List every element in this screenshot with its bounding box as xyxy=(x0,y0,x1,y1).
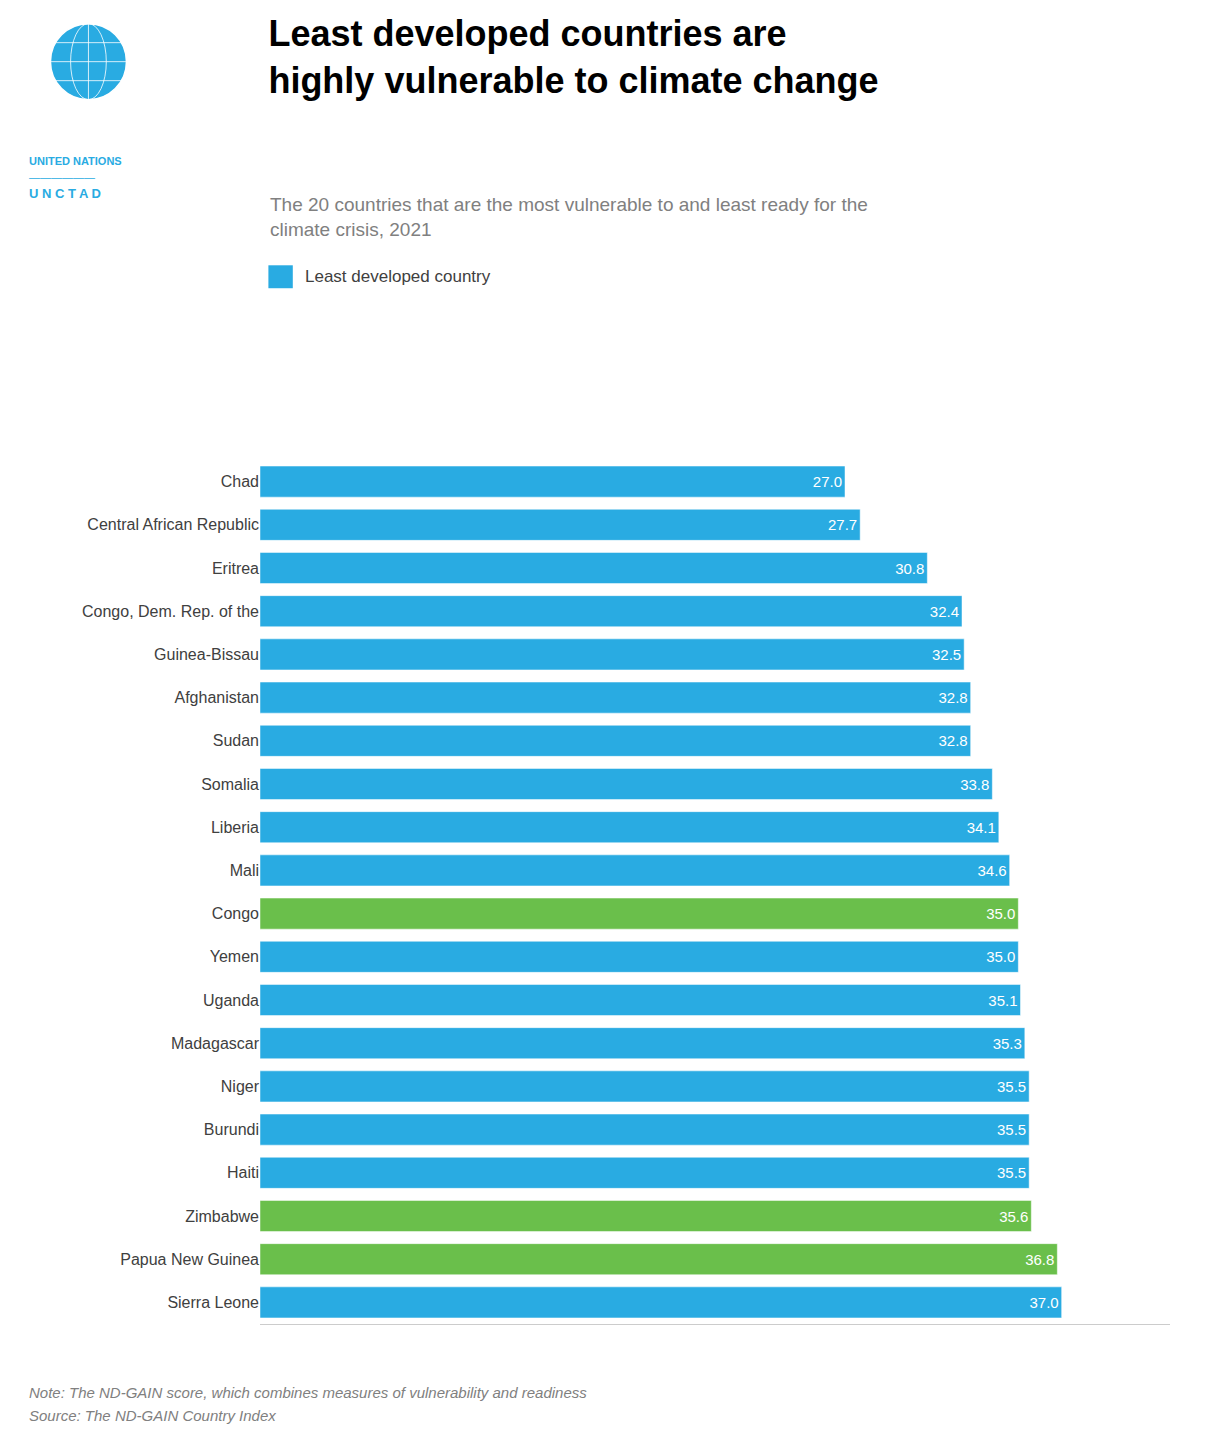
svg-text:Zimbabwe: Zimbabwe xyxy=(185,1208,259,1225)
svg-text:34.1: 34.1 xyxy=(967,819,996,836)
svg-text:34.6: 34.6 xyxy=(977,862,1006,879)
svg-text:Somalia: Somalia xyxy=(201,776,259,793)
svg-text:Uganda: Uganda xyxy=(203,992,259,1009)
svg-text:Mali: Mali xyxy=(230,862,259,879)
svg-text:UNITED NATIONS: UNITED NATIONS xyxy=(29,155,122,167)
svg-text:30.8: 30.8 xyxy=(895,560,924,577)
svg-text:35.5: 35.5 xyxy=(997,1078,1026,1095)
svg-text:Sierra Leone: Sierra Leone xyxy=(167,1294,259,1311)
svg-text:Source: The ND-GAIN Country In: Source: The ND-GAIN Country Index xyxy=(29,1407,276,1424)
svg-text:Liberia: Liberia xyxy=(211,819,259,836)
svg-text:——————: —————— xyxy=(29,171,95,183)
svg-text:Niger: Niger xyxy=(221,1078,260,1095)
svg-text:Central African Republic: Central African Republic xyxy=(87,516,259,533)
svg-text:Papua New Guinea: Papua New Guinea xyxy=(120,1251,259,1268)
svg-text:32.8: 32.8 xyxy=(938,732,967,749)
svg-text:36.8: 36.8 xyxy=(1025,1251,1054,1268)
svg-text:32.4: 32.4 xyxy=(930,603,959,620)
svg-text:Afghanistan: Afghanistan xyxy=(174,689,259,706)
svg-text:U N C T A D: U N C T A D xyxy=(29,186,101,201)
svg-text:Note: The ND-GAIN score, which: Note: The ND-GAIN score, which combines … xyxy=(29,1384,587,1401)
svg-text:33.8: 33.8 xyxy=(960,776,989,793)
svg-text:The 20 countries that are the: The 20 countries that are the most vulne… xyxy=(270,194,868,240)
svg-text:27.7: 27.7 xyxy=(828,516,857,533)
svg-text:Burundi: Burundi xyxy=(204,1121,259,1138)
svg-text:Sudan: Sudan xyxy=(213,732,259,749)
svg-text:Congo: Congo xyxy=(212,905,259,922)
svg-text:35.0: 35.0 xyxy=(986,948,1015,965)
svg-text:32.5: 32.5 xyxy=(932,646,961,663)
svg-text:37.0: 37.0 xyxy=(1029,1294,1058,1311)
svg-text:35.5: 35.5 xyxy=(997,1121,1026,1138)
svg-text:35.5: 35.5 xyxy=(997,1164,1026,1181)
svg-text:Least developed countries areh: Least developed countries arehighly vuln… xyxy=(268,13,878,101)
svg-text:Least developed country: Least developed country xyxy=(305,267,491,286)
svg-text:Chad: Chad xyxy=(221,473,259,490)
svg-text:Madagascar: Madagascar xyxy=(171,1035,260,1052)
svg-text:35.6: 35.6 xyxy=(999,1208,1028,1225)
svg-text:Haiti: Haiti xyxy=(227,1164,259,1181)
svg-text:32.8: 32.8 xyxy=(938,689,967,706)
svg-text:35.1: 35.1 xyxy=(988,992,1017,1009)
svg-text:35.3: 35.3 xyxy=(993,1035,1022,1052)
svg-text:Guinea-Bissau: Guinea-Bissau xyxy=(154,646,259,663)
svg-text:27.0: 27.0 xyxy=(813,473,842,490)
svg-text:Yemen: Yemen xyxy=(210,948,259,965)
svg-text:35.0: 35.0 xyxy=(986,905,1015,922)
svg-text:Congo, Dem. Rep. of the: Congo, Dem. Rep. of the xyxy=(82,603,259,620)
svg-text:Eritrea: Eritrea xyxy=(212,560,259,577)
